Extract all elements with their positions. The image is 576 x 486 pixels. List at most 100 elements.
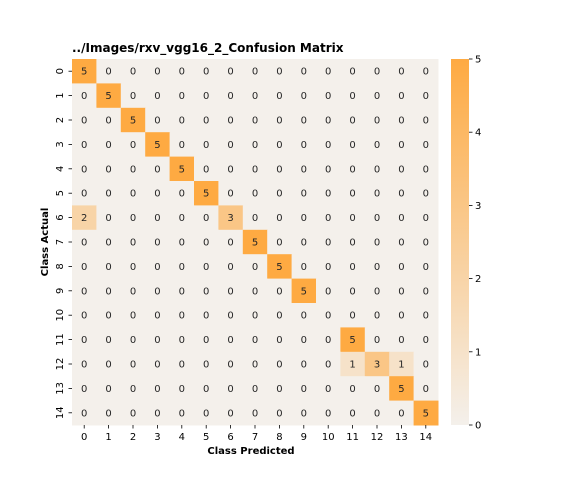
heatmap-cell [340,156,366,182]
heatmap-cell [267,400,293,426]
cell-value-label: 0 [276,335,282,346]
cell-value-label: 0 [301,360,307,371]
heatmap-cell [218,156,244,182]
cell-value-label: 0 [154,408,160,419]
y-tick-label: 11 [55,333,66,346]
cell-value-label: 5 [105,91,111,102]
cell-value-label: 0 [325,360,331,371]
cell-value-label: 0 [227,189,233,200]
y-tick-label: 6 [55,214,66,220]
x-tick-label: 4 [179,432,185,443]
heatmap-cell [218,400,244,426]
heatmap-cell [340,181,366,206]
heatmap-cell [364,156,390,182]
heatmap-cell [267,351,293,377]
heatmap-cell [316,400,341,426]
cell-value-label: 0 [398,408,404,419]
heatmap-cell [340,254,366,280]
heatmap-cell [120,303,146,328]
heatmap-cell [194,83,219,109]
heatmap-cell [96,107,122,133]
cell-value-label: 0 [105,189,111,200]
heatmap-cell [267,278,293,304]
heatmap-cell [218,303,244,328]
heatmap-cell [291,181,317,206]
cell-value-label: 0 [325,189,331,200]
cell-value-label: 0 [276,91,282,102]
cell-value-label: 0 [374,189,380,200]
cell-value-label: 0 [301,311,307,322]
cell-value-label: 0 [105,116,111,127]
heatmap-cell [413,400,439,426]
colorbar-tick-label: 3 [475,201,481,212]
cell-value-label: 0 [105,408,111,419]
heatmap-cell [169,376,195,402]
cell-value-label: 0 [227,335,233,346]
heatmap-cell [218,229,244,255]
heatmap-cell [364,132,390,158]
heatmap-cell [242,132,268,158]
cell-value-label: 0 [349,213,355,224]
x-tick-label: 14 [419,432,432,443]
x-tick-label: 3 [154,432,160,443]
cell-value-label: 0 [105,213,111,224]
cell-value-label: 0 [398,91,404,102]
cell-value-label: 0 [203,408,209,419]
cell-value-label: 0 [130,360,136,371]
heatmap-cell [413,376,439,402]
heatmap-cell [72,59,97,84]
cell-value-label: 0 [179,262,185,273]
cell-value-label: 0 [105,238,111,249]
cell-value-label: 0 [252,67,258,78]
heatmap-cell [291,59,317,84]
cell-value-label: 0 [179,335,185,346]
heatmap-cell [242,181,268,206]
heatmap-cell [340,205,366,231]
heatmap-cell [72,83,97,109]
cell-value-label: 5 [252,238,258,249]
cell-value-label: 0 [374,311,380,322]
cell-value-label: 0 [252,262,258,273]
colorbar-tick-label: 2 [475,274,481,285]
cell-value-label: 0 [398,67,404,78]
heatmap-cell [316,59,341,84]
heatmap-cell [96,278,122,304]
cell-value-label: 0 [105,164,111,175]
heatmap-cell [389,205,415,231]
heatmap-cell [145,400,171,426]
heatmap-cell [316,278,341,304]
cell-value-label: 0 [276,189,282,200]
heatmap-cell [413,327,439,353]
heatmap-cell [72,229,97,255]
heatmap-cell [96,303,122,328]
y-tick-label: 5 [55,190,66,196]
heatmap-cell [340,351,366,377]
heatmap-cell [169,327,195,353]
heatmap-cell [145,205,171,231]
colorbar-ticks: 0 1 2 3 4 5 [469,55,481,432]
x-tick-label: 7 [252,432,258,443]
heatmap-cell [145,181,171,206]
cell-value-label: 0 [374,335,380,346]
cell-value-label: 0 [179,311,185,322]
heatmap-cell [242,400,268,426]
cell-value-label: 0 [203,213,209,224]
cell-value-label: 0 [203,164,209,175]
cell-value-label: 0 [398,140,404,151]
heatmap-cell [267,107,293,133]
cell-value-label: 0 [374,213,380,224]
cell-value-label: 0 [154,116,160,127]
cell-value-label: 0 [227,140,233,151]
cell-value-label: 5 [276,262,282,273]
cell-value-label: 0 [423,189,429,200]
heatmap-cell [242,205,268,231]
cell-value-label: 0 [349,262,355,273]
heatmap-cell [96,59,122,84]
cell-value-label: 0 [325,335,331,346]
heatmap-cell [242,254,268,280]
y-tick-label: 13 [55,382,66,395]
y-tick-label: 2 [55,117,66,123]
cell-value-label: 0 [227,164,233,175]
heatmap-cell [120,376,146,402]
